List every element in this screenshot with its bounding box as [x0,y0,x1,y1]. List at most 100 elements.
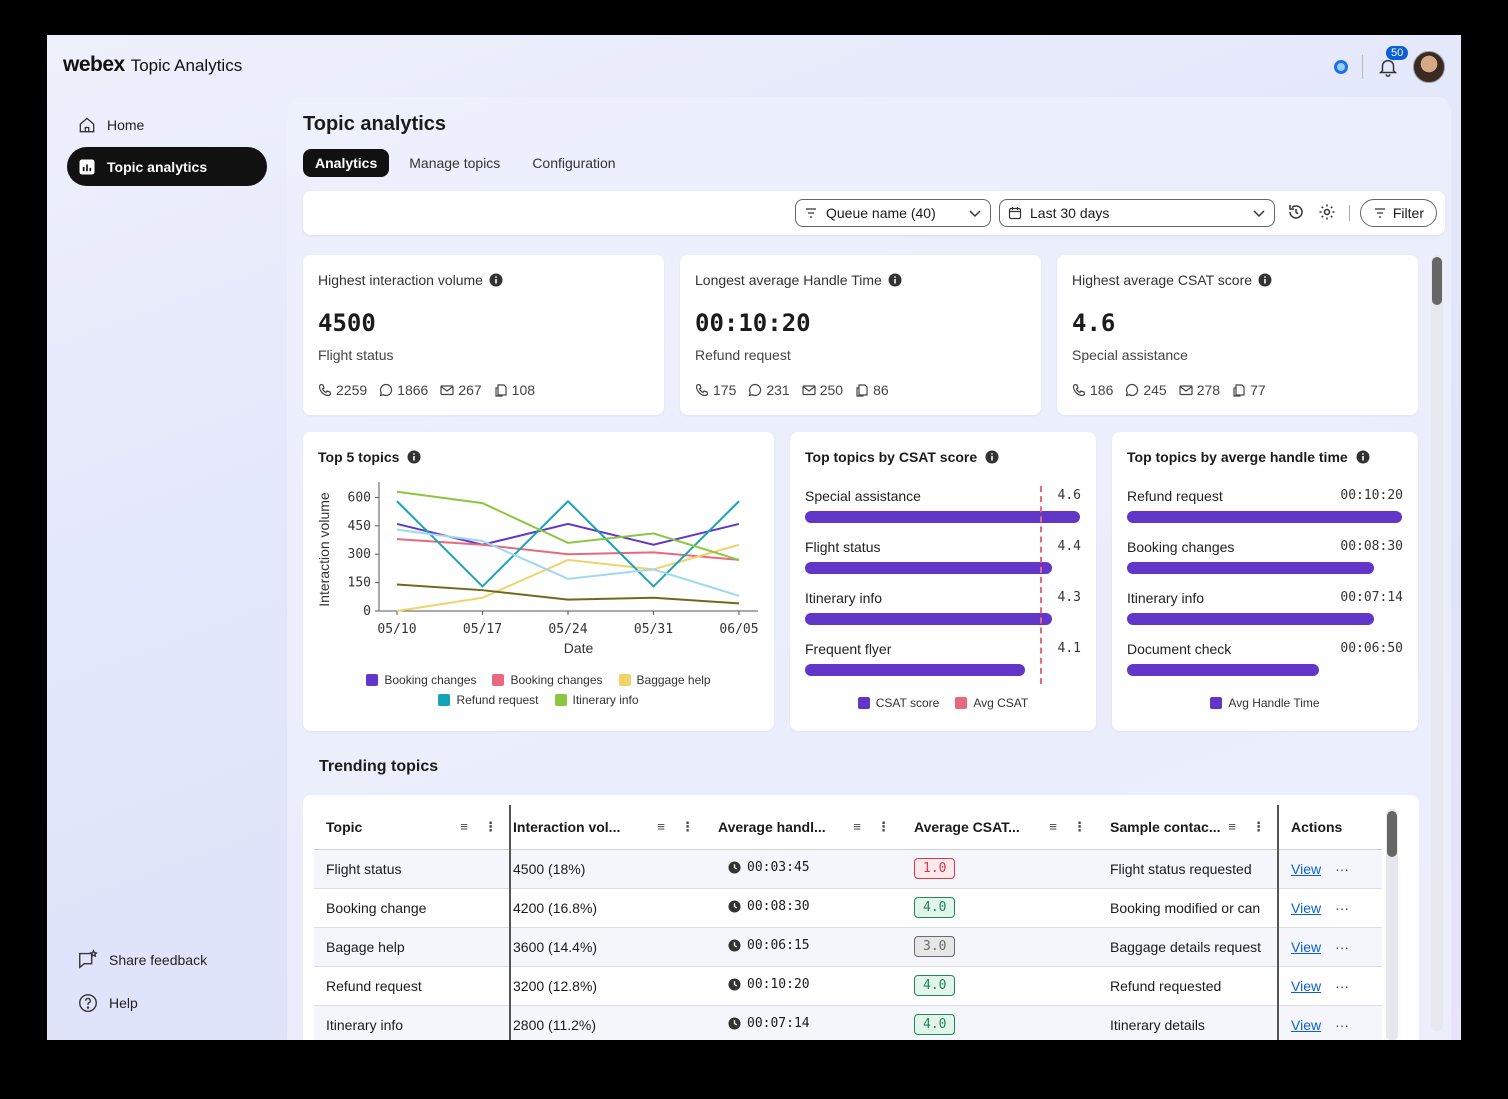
csat-bar[interactable] [805,613,1052,625]
sidebar-item-label: Share feedback [109,952,208,968]
column-menu-icon[interactable]: ⋮ [1252,818,1265,834]
aht-bar-row: Itinerary info 00:07:14 [1127,590,1403,625]
info-icon[interactable] [489,273,503,287]
sidebar-item-label: Help [109,995,138,1011]
column-menu-icon[interactable]: ⋮ [681,818,694,834]
cell-topic: Bagage help [314,927,511,967]
user-avatar[interactable] [1413,51,1445,83]
row-more-icon[interactable]: ··· [1335,1016,1350,1033]
tab-analytics[interactable]: Analytics [303,149,390,177]
info-icon[interactable] [1258,273,1272,287]
aht-bar[interactable] [1127,562,1374,574]
row-more-icon[interactable]: ··· [1335,899,1350,916]
view-link[interactable]: View [1291,899,1322,916]
csat-bar[interactable] [805,562,1052,574]
date-range-dropdown[interactable]: Last 30 days [999,199,1275,227]
aht-bar[interactable] [1127,613,1374,625]
gear-icon[interactable] [1317,202,1337,222]
info-icon[interactable] [985,450,999,464]
y-tick-label: 600 [348,490,371,505]
table-scrollbar-thumb[interactable] [1387,811,1397,857]
cell-topic: Itinerary info [314,1005,511,1040]
table-row[interactable]: Booking change 4200 (16.8%) 00:08:30 4.0 Boo… [314,888,1382,928]
kpi-value: 4500 [318,309,376,337]
column-filter-icon[interactable]: ≡ [460,818,468,834]
table-scrollbar[interactable] [1386,809,1398,1040]
aht-bar[interactable] [1127,511,1402,523]
view-link[interactable]: View [1291,977,1322,994]
chart-legend: Avg Handle Time [1112,696,1418,710]
chat-icon [1125,383,1139,397]
column-menu-icon[interactable]: ⋮ [484,818,497,834]
kpi-title: Highest average CSAT score [1072,272,1272,288]
column-filter-icon[interactable]: ≡ [853,818,861,834]
tab-manage-topics[interactable]: Manage topics [409,155,501,171]
table-row[interactable]: Flight status 4500 (18%) 00:03:45 1.0 Flight… [314,849,1382,889]
csat-bar[interactable] [805,664,1025,676]
row-more-icon[interactable]: ··· [1335,938,1350,955]
column-header-label: Actions [1291,818,1343,835]
column-menu-icon[interactable]: ⋮ [1073,818,1086,834]
cell-aht: 00:03:45 [706,849,902,889]
info-icon[interactable] [407,450,421,464]
column-header-topic[interactable]: Topic ≡ ⋮ [314,805,511,850]
aht-value: 00:06:15 [747,938,810,953]
social-count: 77 [1250,382,1266,398]
column-filter-icon[interactable]: ≡ [657,818,665,834]
email-icon [440,385,454,396]
csat-bar[interactable] [805,511,1080,523]
info-icon[interactable] [1356,450,1370,464]
column-header-sample[interactable]: Sample contac... ≡ ⋮ [1098,805,1278,850]
table-row[interactable]: Itinerary info 2800 (11.2%) 00:07:14 4.0 Iti… [314,1005,1382,1040]
column-menu-icon[interactable]: ⋮ [877,818,890,834]
row-more-icon[interactable]: ··· [1335,860,1350,877]
sidebar-item-label: Topic analytics [107,158,208,175]
table-row[interactable]: Refund request 3200 (12.8%) 00:10:20 4.0 Ref… [314,966,1382,1006]
view-link[interactable]: View [1291,860,1322,877]
chats-stat: 231 [748,382,790,398]
row-more-icon[interactable]: ··· [1335,977,1350,994]
column-header-aht[interactable]: Average handl... ≡ ⋮ [706,805,902,850]
sidebar-item-topic-analytics[interactable]: Topic analytics [67,147,267,186]
view-link[interactable]: View [1291,1016,1322,1033]
column-filter-icon[interactable]: ≡ [1228,818,1236,834]
reset-icon[interactable] [1286,202,1306,222]
queue-dropdown[interactable]: Queue name (40) [795,199,991,227]
emails-count: 278 [1196,382,1221,398]
legend-swatch [955,697,968,709]
tab-configuration[interactable]: Configuration [532,155,616,171]
aht-bar[interactable] [1127,664,1319,676]
filter-button[interactable]: Filter [1359,199,1437,227]
sidebar-item-home[interactable]: Home [67,105,267,144]
chart-title-text: Top topics by averge handle time [1127,449,1348,465]
table-row[interactable]: Bagage help 3600 (14.4%) 00:06:15 3.0 Baggag… [314,927,1382,967]
presence-status-icon[interactable] [1334,60,1348,74]
info-icon[interactable] [888,273,902,287]
view-link[interactable]: View [1291,938,1322,955]
page-scrollbar[interactable] [1431,255,1443,1031]
column-header-volume[interactable]: Interaction vol... ≡ ⋮ [510,805,706,850]
help-link[interactable]: Help [67,983,267,1023]
series-line [396,499,740,588]
bar-label: Itinerary info [805,590,883,606]
social-stat: 86 [855,382,889,398]
csat-bar-row: Itinerary info 4.3 [805,590,1081,625]
notifications-button[interactable]: 50 [1377,46,1409,78]
trending-topics-table-card: Topic ≡ ⋮ Interaction vol... ≡ ⋮ Average han… [303,795,1419,1040]
trending-topics-table: Topic ≡ ⋮ Interaction vol... ≡ ⋮ Average han… [314,805,1382,1040]
aht-value: 00:08:30 [747,899,810,914]
column-header-csat[interactable]: Average CSAT... ≡ ⋮ [902,805,1098,850]
bar-value: 00:10:20 [1340,488,1403,503]
chart-title: Top topics by CSAT score [805,449,999,465]
series-line [396,538,740,561]
kpi-title-text: Highest average CSAT score [1072,272,1253,288]
share-feedback-link[interactable]: Share feedback [67,940,267,980]
chats-stat: 245 [1125,382,1167,398]
toolbar-divider [1349,205,1350,221]
cell-topic: Flight status [314,849,511,889]
social-message-icon [1233,384,1245,397]
column-filter-icon[interactable]: ≡ [1049,818,1057,834]
page-scrollbar-thumb[interactable] [1432,257,1442,305]
kpi-title-text: Highest interaction volume [318,272,483,288]
filter-lines-icon [806,208,816,218]
